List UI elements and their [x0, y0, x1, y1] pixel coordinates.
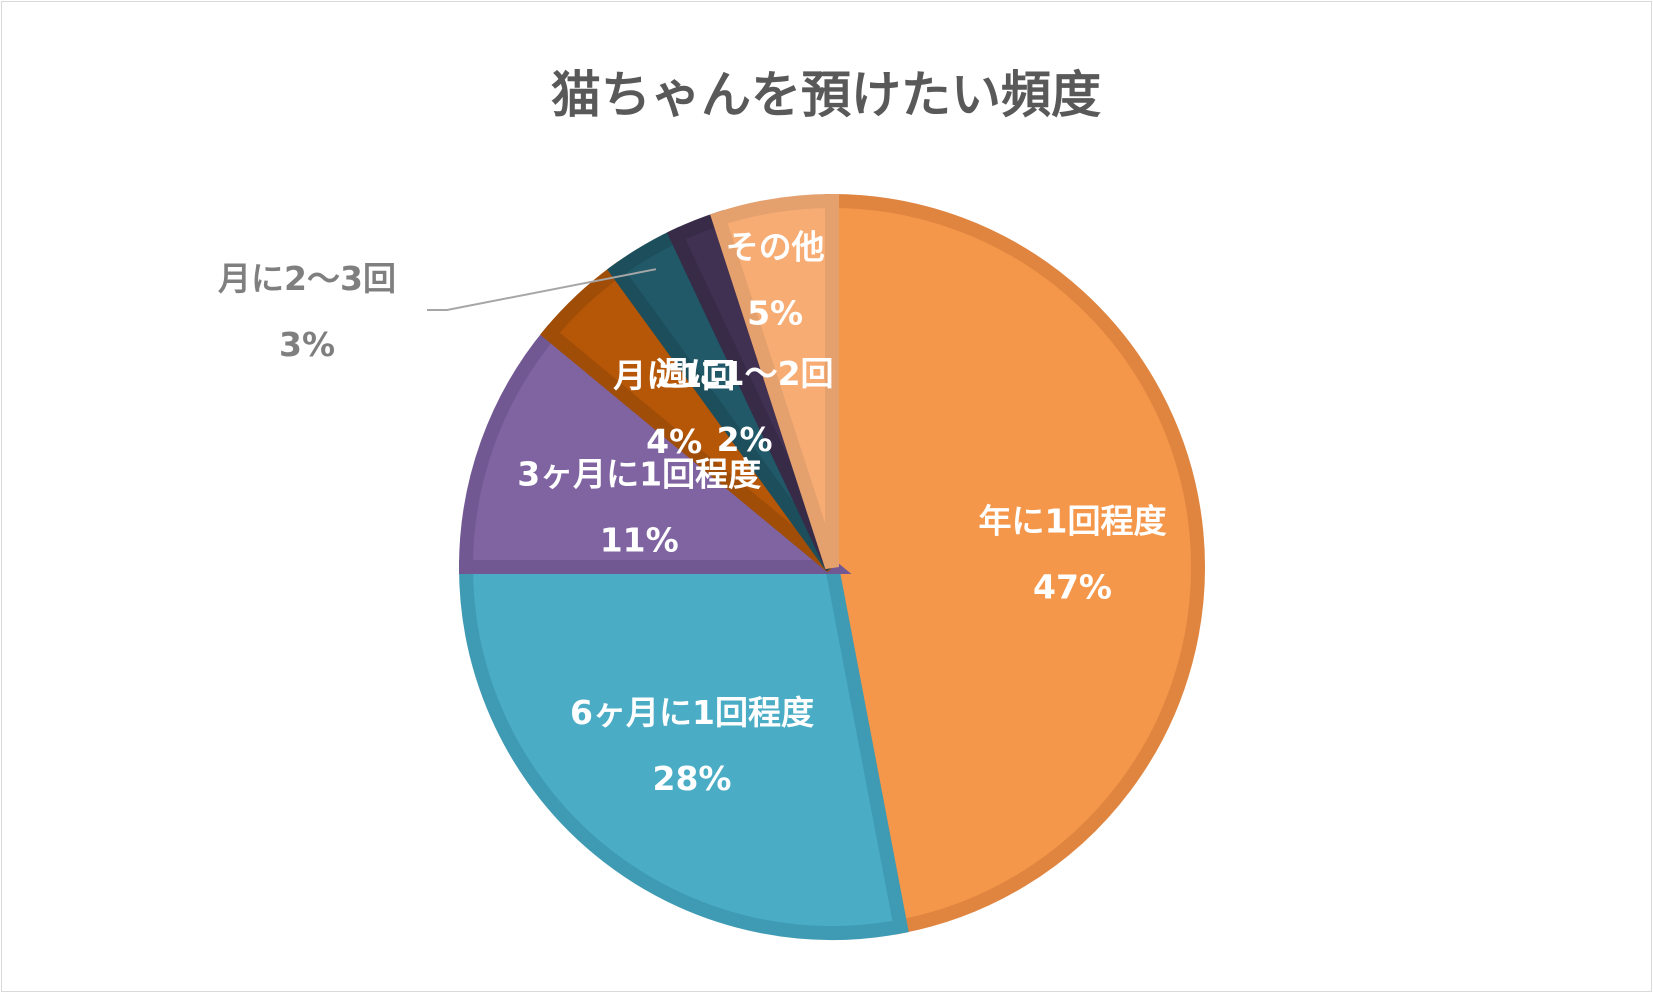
pie-slice: [825, 193, 1206, 935]
slice-category-label: 月に1回: [613, 356, 735, 395]
slice-category-label: 3ヶ月に1回程度: [517, 455, 761, 494]
slice-category-label: 月に2～3回: [218, 259, 396, 298]
slice-category-label: その他: [726, 228, 825, 267]
slice-value-label: 2%: [717, 420, 773, 459]
slice-category-label: 週に1～2回: [656, 354, 834, 393]
slice-value-label: 47%: [1033, 567, 1112, 606]
slice-category-label: 年に1回程度: [979, 501, 1167, 540]
slice-value-label: 4%: [646, 422, 702, 461]
slice-value-label: 28%: [653, 759, 732, 798]
slice-value-label: 11%: [600, 521, 679, 560]
slice-value-label: 5%: [747, 294, 803, 333]
chart-title: 猫ちゃんを預けたい頻度: [551, 66, 1101, 124]
pie-slice: [710, 193, 839, 570]
leader-line: [427, 268, 657, 311]
pie-slice: [458, 560, 909, 940]
slice-value-label: 3%: [279, 325, 335, 364]
slice-category-label: 6ヶ月に1回程度: [570, 693, 814, 732]
pie-slice: [458, 323, 852, 574]
